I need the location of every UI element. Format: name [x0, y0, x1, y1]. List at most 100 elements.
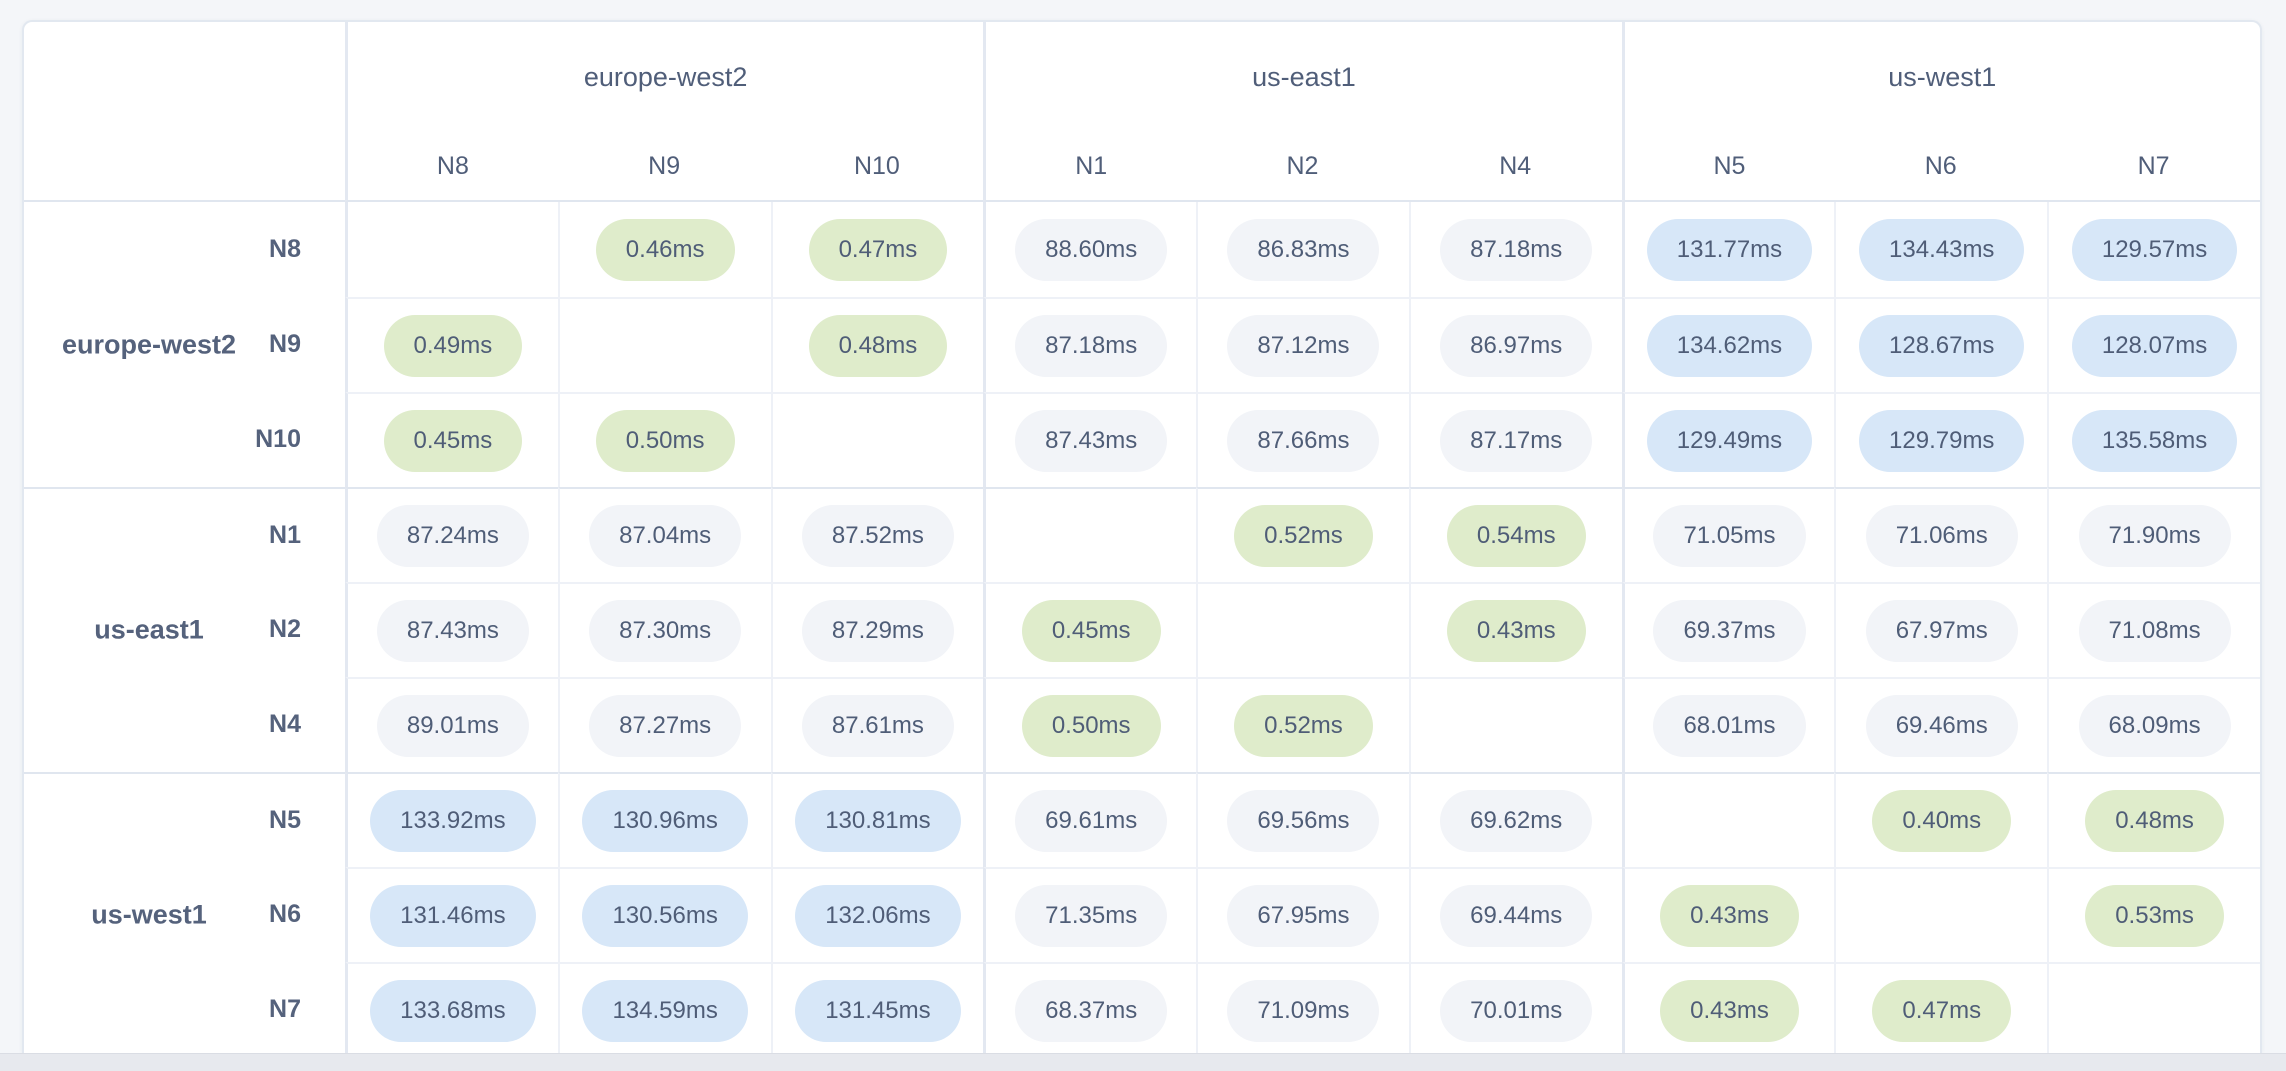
latency-badge: 134.62ms: [1646, 314, 1813, 377]
row-node-label: N2: [269, 615, 301, 643]
row-label-cell: N5: [24, 772, 345, 867]
latency-badge: 67.95ms: [1227, 884, 1380, 947]
latency-badge: 87.29ms: [801, 599, 954, 662]
row-node-label: N8: [269, 235, 301, 263]
row-label-cell: N4: [24, 677, 345, 772]
latency-cell: 87.18ms: [1408, 202, 1622, 297]
row-node-label: N4: [269, 710, 301, 738]
latency-cell: 129.49ms: [1621, 392, 1835, 487]
column-node-header: N8: [345, 133, 558, 202]
latency-cell: 128.67ms: [1834, 297, 2048, 392]
latency-badge: 0.47ms: [1872, 979, 2012, 1042]
latency-cell: 0.45ms: [345, 392, 558, 487]
table-row: N5 133.92ms 130.96ms 130.81ms 69.61ms 69.56ms…: [24, 772, 2260, 867]
column-region-header: us-east1: [983, 22, 1621, 134]
latency-cell: 87.27ms: [557, 677, 771, 772]
latency-cell: 69.44ms: [1408, 867, 1622, 962]
latency-badge: 87.12ms: [1227, 314, 1380, 377]
row-node-label: N1: [269, 521, 301, 549]
latency-badge: 0.43ms: [1660, 979, 1799, 1042]
latency-cell: 87.52ms: [770, 487, 984, 582]
corner-cell: [24, 22, 345, 202]
latency-cell: 87.29ms: [770, 582, 984, 677]
latency-cell: 87.30ms: [557, 582, 771, 677]
latency-badge: 0.40ms: [1872, 789, 2012, 852]
latency-cell: 0.48ms: [770, 297, 984, 392]
latency-badge: 0.47ms: [808, 218, 948, 281]
latency-badge: 133.68ms: [370, 979, 536, 1042]
row-label-cell: N7: [24, 962, 345, 1053]
latency-badge: 0.52ms: [1234, 694, 1373, 757]
latency-badge: 71.90ms: [2078, 504, 2231, 567]
latency-badge: 87.27ms: [589, 694, 742, 757]
latency-badge: 0.45ms: [383, 409, 523, 472]
latency-badge: 69.44ms: [1440, 884, 1593, 947]
row-label-cell: N8: [24, 202, 345, 297]
column-node-header: N2: [1196, 133, 1409, 202]
table-row: us-west1 N6 131.46ms 130.56ms 132.06ms 71.35m…: [24, 867, 2260, 962]
row-label-cell: N1: [24, 487, 345, 582]
latency-cell: 134.43ms: [1834, 202, 2047, 297]
latency-cell: 0.53ms: [2047, 867, 2260, 962]
table-row: N8 0.46ms 0.47ms 88.60ms 86.83ms 87.18ms 131.7…: [24, 202, 2260, 297]
latency-cell: 68.09ms: [2047, 677, 2260, 772]
column-node-header: N7: [2047, 133, 2260, 202]
row-node-label: N10: [255, 425, 301, 453]
table-row: N10 0.45ms 0.50ms 87.43ms 87.66ms 87.17ms 129.…: [24, 392, 2260, 487]
latency-badge: 0.50ms: [595, 409, 735, 472]
latency-cell: 131.45ms: [770, 962, 984, 1053]
horizontal-scrollbar-track[interactable]: [0, 1053, 2286, 1071]
latency-cell: 0.52ms: [1196, 487, 1409, 582]
latency-cell: 132.06ms: [770, 867, 984, 962]
latency-cell: 87.43ms: [983, 392, 1197, 487]
table-row: europe-west2 N9 0.49ms 0.48ms 87.18ms 87.12ms…: [24, 297, 2260, 392]
latency-badge: 89.01ms: [376, 694, 529, 757]
latency-badge: 0.54ms: [1446, 504, 1586, 567]
column-node-header: N9: [557, 133, 771, 202]
latency-cell: 130.56ms: [557, 867, 771, 962]
latency-badge: 128.67ms: [1859, 314, 2025, 377]
latency-badge: 129.49ms: [1646, 409, 1813, 472]
latency-badge: 134.59ms: [582, 979, 748, 1042]
latency-badge: 87.61ms: [801, 694, 954, 757]
column-node-header: N6: [1834, 133, 2048, 202]
latency-cell: 131.77ms: [1621, 202, 1835, 297]
self-latency-cell: [1834, 867, 2048, 962]
latency-cell: 87.61ms: [770, 677, 984, 772]
latency-cell: 0.50ms: [557, 392, 771, 487]
latency-cell: 131.46ms: [345, 867, 558, 962]
table-row: us-east1 N2 87.43ms 87.30ms 87.29ms 0.45ms 0.4…: [24, 582, 2260, 677]
column-node-header: N10: [770, 133, 984, 202]
latency-cell: 0.40ms: [1834, 772, 2048, 867]
row-node-label: N9: [269, 330, 301, 358]
latency-cell: 86.97ms: [1408, 297, 1622, 392]
row-label-cell: europe-west2 N9: [24, 297, 345, 392]
latency-badge: 87.43ms: [1015, 409, 1168, 472]
latency-badge: 131.77ms: [1646, 218, 1813, 281]
latency-cell: 0.50ms: [983, 677, 1197, 772]
latency-cell: 69.37ms: [1621, 582, 1835, 677]
latency-badge: 71.09ms: [1227, 979, 1380, 1042]
latency-badge: 133.92ms: [370, 789, 536, 852]
latency-cell: 0.54ms: [1408, 487, 1622, 582]
latency-badge: 87.66ms: [1227, 409, 1380, 472]
latency-cell: 70.01ms: [1408, 962, 1622, 1053]
latency-cell: 71.35ms: [983, 867, 1197, 962]
latency-cell: 134.62ms: [1621, 297, 1835, 392]
latency-badge: 71.05ms: [1653, 504, 1806, 567]
latency-badge: 131.45ms: [795, 979, 961, 1042]
latency-cell: 69.46ms: [1834, 677, 2048, 772]
latency-badge: 69.37ms: [1653, 599, 1806, 662]
latency-badge: 135.58ms: [2071, 409, 2238, 472]
latency-badge: 87.30ms: [589, 599, 742, 662]
latency-badge: 69.46ms: [1865, 694, 2018, 757]
latency-badge: 129.57ms: [2071, 218, 2238, 281]
latency-cell: 0.48ms: [2047, 772, 2260, 867]
latency-matrix-table: europe-west2 us-east1 us-west1 N8 N9 N10 N1 N2 N…: [22, 20, 2262, 1053]
latency-cell: 130.81ms: [770, 772, 984, 867]
latency-badge: 69.61ms: [1015, 789, 1168, 852]
latency-badge: 69.62ms: [1440, 789, 1593, 852]
latency-badge: 68.09ms: [2078, 694, 2231, 757]
latency-badge: 71.06ms: [1865, 504, 2018, 567]
row-node-label: N6: [269, 900, 301, 928]
